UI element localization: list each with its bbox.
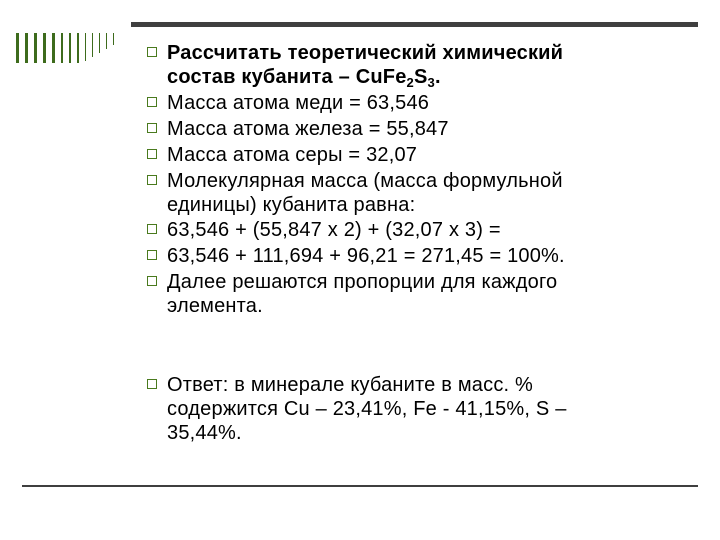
stripe xyxy=(85,33,86,61)
bullet-marker xyxy=(147,123,157,133)
bullet-marker xyxy=(147,224,157,234)
bullet-text: Масса атома меди = 63,546 xyxy=(167,92,430,114)
bullet-marker xyxy=(147,149,157,159)
bullet-text: 63,546 + 111,694 + 96,21 = 271,45 = 100%… xyxy=(167,245,565,267)
formula-subscript: 2 xyxy=(406,75,414,90)
formula-s: S xyxy=(413,66,428,88)
stripe xyxy=(92,33,93,57)
bottom-rule xyxy=(22,485,698,487)
stripe xyxy=(52,33,55,63)
formula-cu-fe: CuFe xyxy=(355,66,407,88)
bullet-marker xyxy=(147,47,157,57)
stripe xyxy=(25,33,28,63)
stripe xyxy=(16,33,19,63)
formula-end: . xyxy=(434,66,441,88)
bullet-marker xyxy=(147,276,157,286)
bullet-marker xyxy=(147,250,157,260)
answer-text: Ответ: в минерале кубаните в масс. % xyxy=(167,374,534,396)
bullet-marker xyxy=(147,97,157,107)
stripe xyxy=(77,33,79,63)
decorative-stripes xyxy=(16,33,136,63)
bullet-text-formula-line: состав кубанита – CuFe2S3. xyxy=(167,66,441,90)
stripe xyxy=(34,33,37,63)
stripe xyxy=(61,33,63,63)
bullet-text: Молекулярная масса (масса формульной xyxy=(167,170,563,192)
top-rule xyxy=(131,22,698,27)
bullet-marker xyxy=(147,379,157,389)
bullet-text: элемента. xyxy=(167,295,263,317)
stripe xyxy=(43,33,46,63)
bullet-text: Масса атома серы = 32,07 xyxy=(167,144,418,166)
bullet-text: Масса атома железа = 55,847 xyxy=(167,118,449,140)
bullet-text: 63,546 + (55,847 х 2) + (32,07 х 3) = xyxy=(167,219,501,241)
stripe xyxy=(99,33,100,53)
bullet-marker xyxy=(147,175,157,185)
bullet-text: единицы) кубанита равна: xyxy=(167,194,416,216)
answer-text: содержится Cu – 23,41%, Fe - 41,15%, S – xyxy=(167,398,567,420)
bullet-text: состав кубанита – xyxy=(167,66,356,88)
stripe xyxy=(106,33,107,49)
formula-subscript: 3 xyxy=(427,75,435,90)
answer-text: 35,44%. xyxy=(167,422,242,444)
bullet-text: Далее решаются пропорции для каждого xyxy=(167,271,558,293)
stripe xyxy=(113,33,114,45)
bullet-text: Рассчитать теоретический химический xyxy=(167,42,564,64)
stripe xyxy=(69,33,71,63)
